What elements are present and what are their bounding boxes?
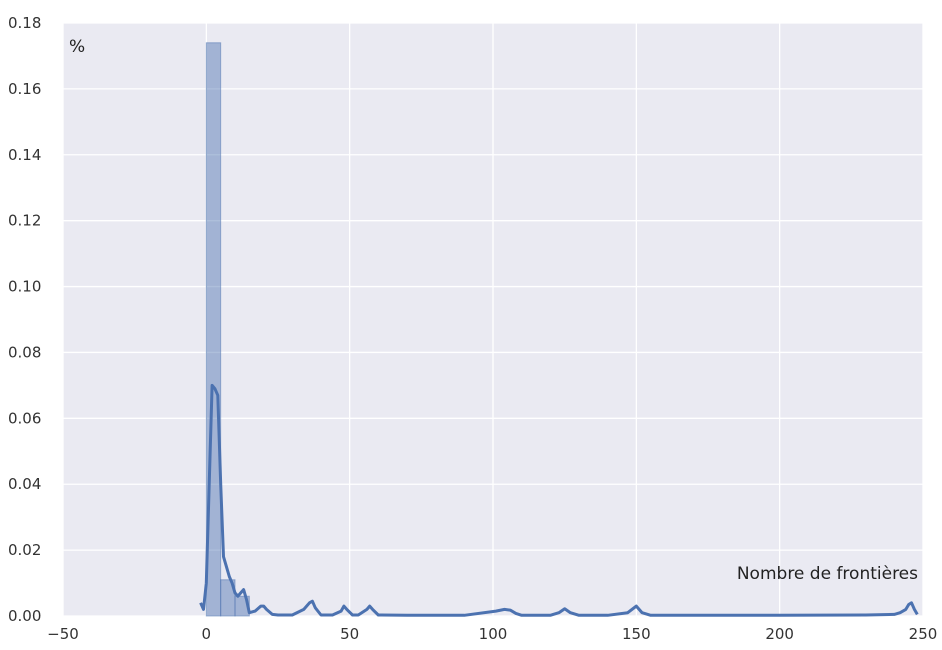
x-tick-label: 200 (765, 625, 794, 643)
y-tick-label: 0.16 (8, 80, 41, 98)
y-tick-label: 0.08 (8, 343, 41, 361)
kde-curve (199, 383, 919, 617)
y-tick-label: 0.10 (8, 278, 41, 296)
x-axis-tick-labels: −50 0 50 100 150 200 250 (47, 625, 937, 643)
x-tick-label: −50 (47, 625, 79, 643)
y-tick-label: 0.02 (8, 541, 41, 559)
x-tick-label: 0 (202, 625, 212, 643)
x-axis-label: Nombre de frontières (737, 564, 918, 584)
y-tick-label: 0.04 (8, 475, 41, 493)
y-tick-label: 0.00 (8, 607, 41, 625)
x-tick-label: 150 (622, 625, 651, 643)
x-tick-label: 50 (340, 625, 359, 643)
y-tick-label: 0.12 (8, 212, 41, 230)
y-tick-label: 0.06 (8, 409, 41, 427)
y-tick-label: 0.18 (8, 14, 41, 32)
x-tick-label: 100 (479, 625, 508, 643)
y-tick-label: 0.14 (8, 146, 41, 164)
y-axis-label: % (69, 37, 85, 57)
kde-line (199, 383, 919, 617)
y-axis-tick-labels: 0.00 0.02 0.04 0.06 0.08 0.10 0.12 0.14 0.16 0.18 (8, 14, 41, 625)
x-tick-label: 250 (909, 625, 938, 643)
